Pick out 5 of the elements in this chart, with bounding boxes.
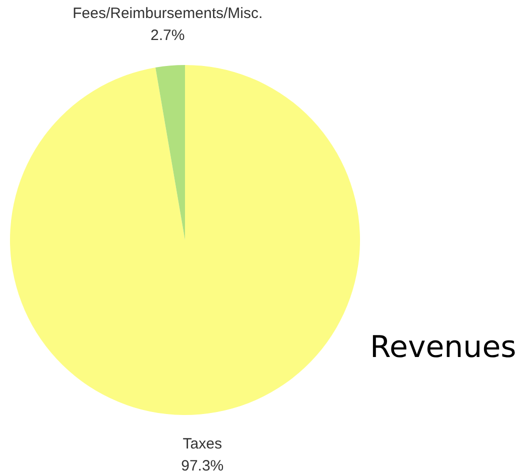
slice-label: Fees/Reimbursements/Misc. — [72, 4, 263, 22]
data-label: 97.3% — [181, 457, 224, 473]
text: Revenues — [370, 330, 516, 365]
slice-label: Taxes — [182, 435, 222, 452]
data-label: 2.7% — [150, 26, 185, 44]
